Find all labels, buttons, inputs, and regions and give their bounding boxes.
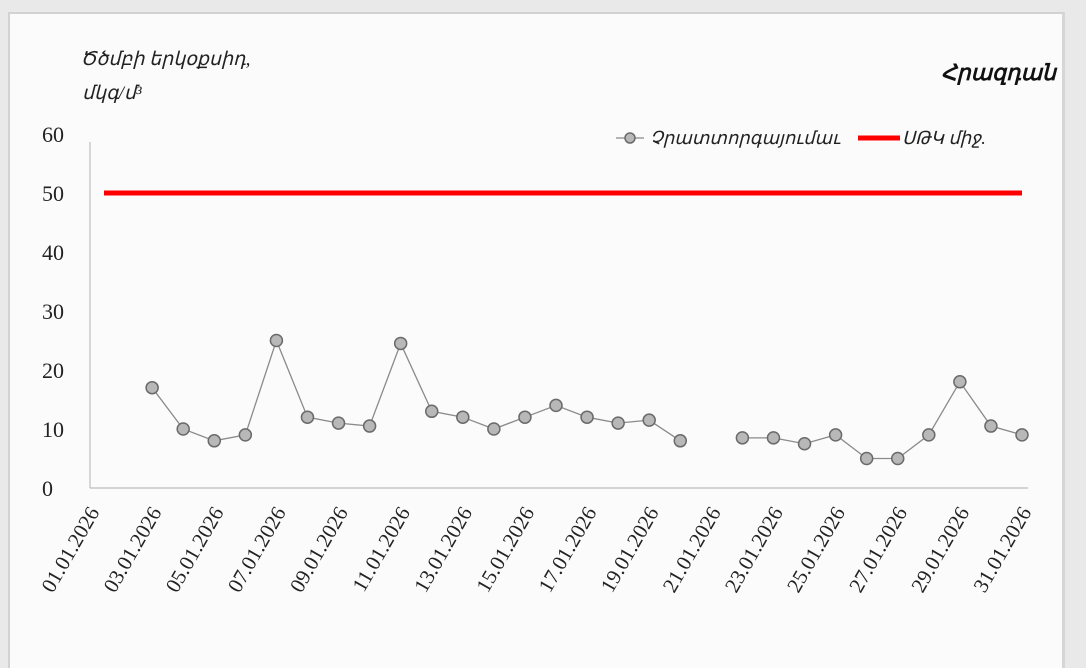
data-point <box>953 375 967 389</box>
data-point <box>797 437 812 451</box>
data-point <box>518 410 532 424</box>
y-axis-label-line-2: մկգ/մ³ <box>82 83 142 104</box>
y-tick-label: 10 <box>42 417 64 442</box>
x-axis-ticks: 01.01.202603.01.202605.01.202607.01.2026… <box>36 503 1036 597</box>
data-point <box>269 333 284 348</box>
data-point <box>859 451 874 466</box>
chart-title: Հրազդան <box>940 60 1056 85</box>
data-point <box>145 380 159 395</box>
legend-label: Չրատտորգայումաւ <box>650 128 841 148</box>
legend-swatch-marker <box>624 132 636 144</box>
data-point <box>642 413 656 427</box>
data-point <box>922 428 936 442</box>
legend: Չրատտորգայումաւ ՍԹԿ միջ. <box>616 128 986 148</box>
data-point <box>1015 428 1029 442</box>
data-point <box>393 336 408 351</box>
x-tick-label: 01.01.2026 <box>36 503 104 597</box>
data-point <box>176 422 190 436</box>
data-point <box>580 410 594 424</box>
chart-frame: Ծծմբի երկօքսիդ, մկգ/մ³ Հրազդան 0 10 20 30 40… <box>8 12 1065 668</box>
data-point <box>331 416 346 430</box>
x-tick-label: 09.01.2026 <box>285 503 353 597</box>
data-point <box>424 404 439 419</box>
series-line <box>742 380 1023 460</box>
series-line <box>151 338 681 442</box>
y-tick-label: 60 <box>42 122 64 147</box>
y-tick-label: 0 <box>42 476 53 501</box>
data-point <box>238 428 253 442</box>
x-tick-label: 23.01.2026 <box>720 503 788 597</box>
x-tick-label: 19.01.2026 <box>595 503 663 597</box>
data-point <box>673 434 688 448</box>
data-point <box>362 419 377 433</box>
data-point <box>984 419 998 433</box>
data-point <box>456 410 470 424</box>
y-axis-label-line-1: Ծծմբի երկօքսիդ, <box>80 49 251 70</box>
legend-label: ՍԹԿ միջ. <box>902 128 986 148</box>
y-tick-label: 50 <box>42 181 64 206</box>
data-point <box>735 431 750 445</box>
y-tick-label: 30 <box>42 299 64 324</box>
x-tick-label: 27.01.2026 <box>844 503 912 597</box>
y-tick-label: 40 <box>42 240 64 265</box>
x-tick-label: 21.01.2026 <box>658 503 726 597</box>
data-point <box>766 431 781 445</box>
data-point <box>549 398 563 413</box>
y-axis-ticks: 0 10 20 30 40 50 60 <box>42 122 64 501</box>
x-tick-label: 11.01.2026 <box>347 503 415 596</box>
data-point <box>300 410 315 424</box>
axes <box>89 142 1028 489</box>
series-group <box>104 190 1029 466</box>
x-tick-label: 07.01.2026 <box>223 503 291 597</box>
x-tick-label: 25.01.2026 <box>782 503 850 597</box>
x-tick-label: 13.01.2026 <box>409 503 477 597</box>
data-point <box>828 428 843 442</box>
line-chart: 0 10 20 30 40 50 60 01.01.202603.01.202605.01.… <box>36 122 1036 597</box>
data-point <box>611 416 625 430</box>
data-point <box>890 451 905 466</box>
x-tick-label: 15.01.2026 <box>471 503 539 597</box>
x-tick-label: 31.01.2026 <box>968 503 1036 597</box>
data-point <box>207 434 222 448</box>
x-tick-label: 29.01.2026 <box>906 503 974 597</box>
y-tick-label: 20 <box>42 358 64 383</box>
data-point <box>487 422 501 436</box>
x-tick-label: 05.01.2026 <box>161 503 229 597</box>
x-tick-label: 03.01.2026 <box>98 503 166 597</box>
x-tick-label: 17.01.2026 <box>533 503 601 597</box>
